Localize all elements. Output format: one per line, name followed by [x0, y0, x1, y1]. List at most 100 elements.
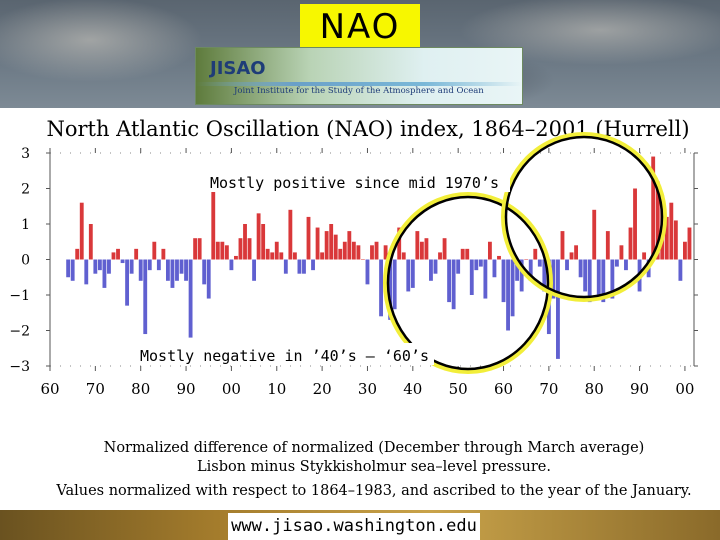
y-tick-label: −3	[9, 359, 30, 375]
bar-1915	[297, 259, 302, 274]
bar-1901	[234, 255, 238, 260]
logo-subtitle: Joint Institute for the Study of the Atm…	[234, 86, 484, 96]
bar-1922	[329, 224, 334, 260]
bar-1906	[256, 213, 261, 260]
bar-1892	[193, 238, 198, 260]
bar-1897	[215, 241, 220, 260]
bar-1982	[601, 259, 606, 303]
bar-1900	[229, 259, 234, 271]
chart-axes	[46, 148, 698, 371]
x-tick-label: 60	[494, 380, 513, 398]
bar-1998	[673, 220, 678, 260]
bar-1956	[483, 259, 488, 299]
bar-1923	[333, 234, 338, 260]
bar-1879	[134, 248, 139, 260]
bar-1951	[460, 248, 465, 260]
bar-1895	[206, 259, 211, 299]
bar-1890	[184, 259, 188, 281]
bar-1968	[537, 259, 542, 267]
bar-1921	[324, 231, 329, 260]
bar-1948	[447, 259, 452, 303]
bar-1916	[302, 259, 306, 274]
bar-1964	[519, 259, 524, 292]
bar-1886	[165, 259, 170, 281]
x-tick-label: 10	[267, 380, 286, 398]
caption-line-3: Values normalized with respect to 1864–1…	[55, 483, 691, 499]
bar-1991	[642, 252, 647, 260]
annotation-negative-box	[138, 343, 434, 365]
bar-1914	[292, 252, 297, 260]
bar-1942	[419, 241, 424, 260]
bar-1977	[578, 259, 583, 278]
bar-1877	[125, 259, 130, 306]
y-tick-labels: 3 2 1 0 −1 −2 −3	[9, 146, 30, 375]
bar-1952	[465, 248, 470, 260]
highlight-circle-negative	[386, 195, 550, 371]
chart-bars	[66, 156, 692, 359]
bar-1947	[442, 238, 447, 260]
bar-1926	[347, 231, 352, 260]
y-tick-label: 1	[21, 217, 30, 233]
x-tick-label: 30	[358, 380, 377, 398]
y-tick-label: −1	[9, 288, 30, 304]
bar-1943	[424, 238, 429, 260]
bar-1869	[88, 224, 93, 260]
bar-1876	[120, 259, 125, 264]
footer-url[interactable]: www.jisao.washington.edu	[228, 513, 480, 540]
bar-1930	[365, 259, 370, 285]
x-tick-label: 00	[222, 380, 241, 398]
x-tick-label: 00	[675, 380, 694, 398]
bar-1898	[220, 241, 225, 260]
annotation-positive: Mostly positive since mid 1970’s	[210, 174, 499, 192]
bar-1962	[510, 259, 515, 317]
bar-1953	[469, 259, 474, 295]
bar-1913	[288, 209, 293, 260]
bar-1881	[143, 259, 148, 335]
bar-1918	[311, 259, 315, 271]
bar-1894	[202, 259, 207, 285]
caption-line-1: Normalized difference of normalized (Dec…	[104, 440, 645, 456]
bar-1908	[265, 248, 270, 260]
y-tick-label: 3	[21, 146, 30, 162]
bar-1904	[247, 238, 252, 260]
bar-1978	[583, 259, 588, 292]
bar-1887	[170, 259, 175, 288]
bar-1960	[501, 259, 506, 303]
annotation-negative: Mostly negative in ’40’s – ‘60’s	[140, 347, 429, 365]
bar-1987	[624, 259, 628, 271]
x-tick-label: 50	[449, 380, 468, 398]
bar-2001	[687, 227, 692, 260]
bar-1912	[283, 259, 288, 274]
bar-1874	[111, 252, 116, 260]
x-tick-label: 40	[403, 380, 422, 398]
bar-1867	[79, 202, 84, 260]
bar-1957	[487, 241, 492, 260]
bar-1932	[374, 241, 379, 260]
bar-1891	[188, 259, 193, 338]
bar-1927	[351, 241, 356, 260]
bar-1997	[669, 202, 674, 260]
bar-1902	[238, 238, 243, 260]
bar-1971	[551, 259, 556, 299]
bar-1984	[610, 259, 615, 299]
bar-1958	[492, 259, 497, 278]
bar-1989	[633, 188, 637, 260]
jisao-logo: JISAO Joint Institute for the Study of t…	[195, 47, 523, 105]
bar-1935	[388, 259, 393, 320]
bar-1899	[224, 245, 229, 260]
bar-1880	[138, 259, 143, 281]
bar-1893	[197, 238, 202, 260]
bar-1937	[397, 227, 402, 260]
bar-1888	[175, 259, 179, 281]
logo-name: JISAO	[210, 58, 266, 79]
bar-1934	[383, 245, 388, 260]
bar-1936	[392, 259, 397, 310]
bar-1903	[243, 224, 247, 260]
bar-1864	[66, 259, 71, 278]
bar-1988	[628, 227, 633, 260]
bar-1917	[306, 216, 311, 260]
bar-1875	[116, 248, 120, 260]
bar-1928	[356, 245, 361, 260]
bar-1986	[619, 245, 624, 260]
bar-1911	[279, 252, 284, 260]
